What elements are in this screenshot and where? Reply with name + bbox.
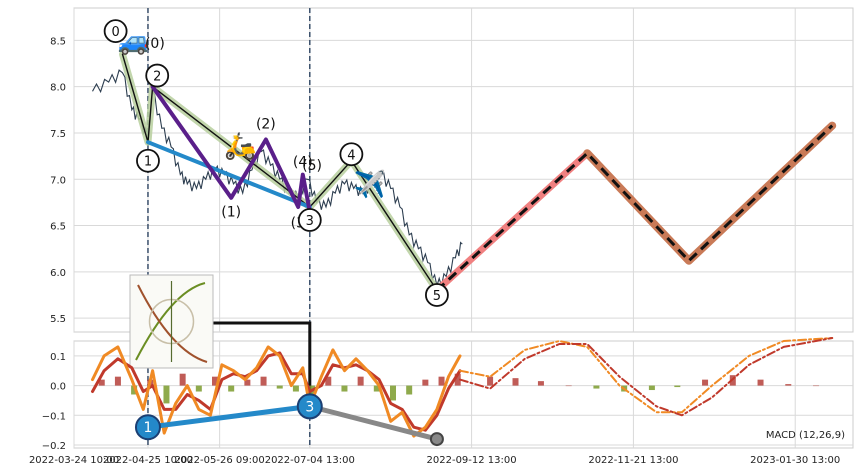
macd-projection-line: [459, 337, 834, 417]
emoji-marker: 🛵: [224, 131, 256, 161]
projection-dashed-line: [435, 124, 834, 292]
wave-label: (0): [145, 36, 165, 52]
macd-histogram-bar: [244, 379, 251, 386]
wave-circle-marker: [136, 148, 160, 173]
price-y-tick-label: 5.5: [50, 314, 66, 325]
wave-purple-line: [150, 84, 312, 214]
x-tick-label: 2022-09-12 13:00: [427, 455, 517, 466]
price-y-tick-label: 7.5: [50, 129, 66, 140]
macd-histogram-bar: [702, 379, 709, 386]
price-y-tick-label: 6.0: [50, 268, 66, 279]
macd-histogram-bar: [195, 385, 202, 392]
macd-y-tick-label: −0.2: [42, 441, 66, 452]
wave-circle-marker: [425, 283, 449, 307]
macd-ball-marker: [134, 414, 161, 441]
macd-histogram-bar: [131, 385, 138, 395]
macd-histogram-bar: [593, 385, 600, 389]
macd-histogram-bar: [357, 376, 364, 386]
wave-circle-label: 2: [153, 70, 161, 85]
wave-circle-label: 3: [306, 214, 314, 229]
macd-histogram-bar: [163, 385, 170, 404]
emoji-marker: 🚙: [118, 27, 150, 57]
macd-projection-line: [459, 337, 834, 414]
macd-histogram-bar: [309, 385, 316, 401]
x-tick-label: 2023-01-30 13:00: [750, 455, 840, 466]
macd-histogram-bar: [512, 378, 519, 386]
macd-histogram-bar: [454, 373, 461, 386]
emoji-marker: ✈️: [354, 168, 386, 200]
macd-histogram-bar: [422, 379, 429, 386]
macd-ball-marker: [296, 393, 323, 420]
macd-histogram-bar: [373, 385, 380, 392]
wave-circle-label: 5: [433, 289, 441, 304]
macd-histogram-bar: [438, 376, 445, 386]
x-tick-label: 2022-07-04 13:00: [265, 455, 355, 466]
price-line: [92, 69, 463, 288]
macd-histogram-bar: [98, 379, 105, 386]
macd-y-tick-label: 0.1: [50, 352, 66, 363]
macd-gray-end-marker: [429, 432, 444, 447]
wave-circle-label: 4: [347, 148, 355, 163]
macd-blue-trend-line: [147, 403, 311, 430]
macd-histogram-bar: [674, 385, 681, 388]
wave-circle-marker: [339, 142, 364, 167]
wave-label: (1): [221, 204, 241, 220]
wave-circle-marker: [145, 63, 170, 88]
macd-histogram-bar: [487, 376, 494, 386]
macd-histogram-bar: [228, 385, 235, 392]
macd-histogram-bar: [757, 379, 764, 386]
macd-ball-label: 3: [305, 399, 314, 415]
wave-blue-line: [146, 140, 312, 209]
macd-ball-label: 1: [144, 420, 153, 436]
wave-circle-marker: [103, 19, 128, 44]
wave-label: (5): [302, 158, 322, 174]
macd-histogram-bar: [537, 381, 544, 386]
macd-y-tick-label: 0.0: [50, 382, 66, 393]
wave-label: (4): [293, 154, 313, 170]
macd-histogram-bar: [406, 385, 413, 395]
macd-histogram-bar: [292, 385, 299, 392]
wave-circle-marker: [297, 208, 322, 232]
macd-histogram-bar: [648, 385, 655, 391]
macd-histogram-bar: [813, 385, 820, 387]
macd-histogram-bar: [785, 384, 792, 386]
x-tick-label: 2022-04-25 10:00: [103, 455, 193, 466]
macd-histogram-bar: [341, 385, 348, 392]
macd-histogram-bar: [179, 373, 186, 386]
x-tick-label: 2022-11-21 13:00: [588, 455, 678, 466]
price-y-tick-label: 7.0: [50, 175, 66, 186]
price-y-tick-label: 6.5: [50, 222, 66, 233]
wave-label: (2): [256, 116, 276, 132]
macd-histogram-bar: [565, 385, 572, 387]
x-tick-label: 2022-03-24 10:00: [29, 455, 119, 466]
macd-y-tick-label: −0.1: [42, 411, 66, 422]
price-y-tick-label: 8.5: [50, 36, 66, 47]
macd-line: [91, 345, 462, 438]
wave-circle-label: 0: [111, 25, 119, 40]
macd-title: MACD (12,26,9): [766, 430, 845, 441]
wave-circle-label: 1: [144, 155, 152, 170]
macd-histogram-bar: [325, 376, 332, 386]
inset-connector-line: [213, 321, 312, 404]
macd-gray-trend-line: [309, 403, 438, 442]
macd-histogram-bar: [389, 385, 396, 401]
macd-histogram-bar: [212, 376, 219, 386]
price-y-tick-label: 8.0: [50, 83, 66, 94]
x-tick-label: 2022-05-26 09:00: [175, 455, 265, 466]
macd-histogram-bar: [114, 376, 121, 386]
wave-black-line: [121, 53, 438, 291]
macd-histogram-bar: [260, 376, 267, 386]
macd-histogram-bar: [276, 385, 283, 389]
